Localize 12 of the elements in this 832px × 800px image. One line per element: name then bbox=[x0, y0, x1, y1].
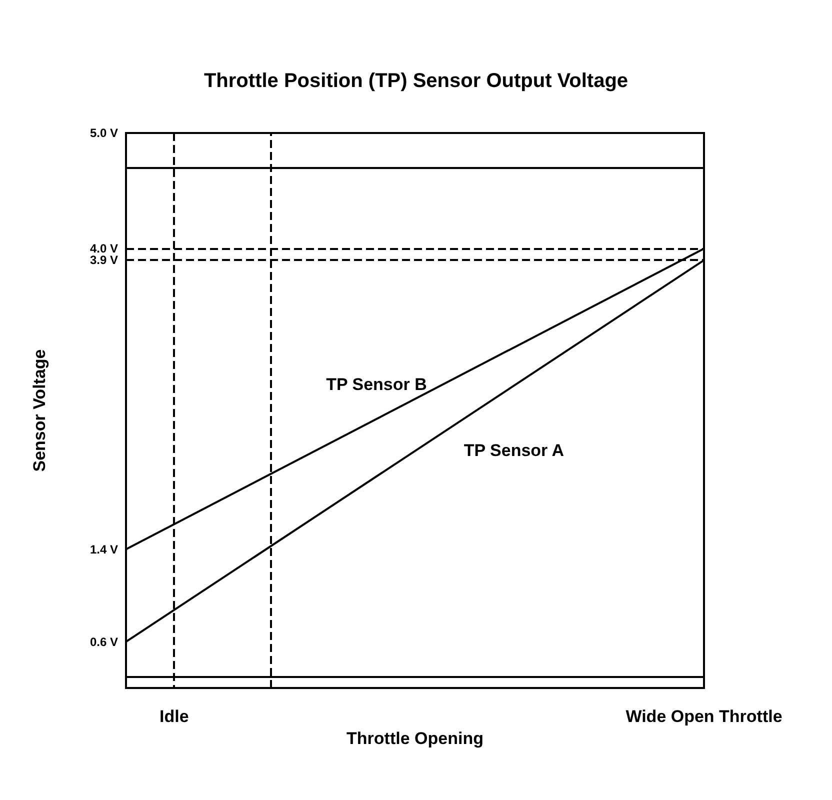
x-tick-label: Idle bbox=[160, 707, 189, 726]
y-tick-label: 4.0 V bbox=[90, 242, 118, 256]
y-tick-label: 3.9 V bbox=[90, 253, 118, 268]
y-tick-label: 0.6 V bbox=[90, 634, 118, 649]
series-label: TP Sensor A bbox=[464, 440, 564, 460]
series-label: TP Sensor B bbox=[326, 374, 427, 394]
y-axis-title: Sensor Voltage bbox=[30, 349, 49, 472]
x-axis-title: Throttle Opening bbox=[346, 729, 484, 748]
x-tick-label: Wide Open Throttle bbox=[626, 707, 782, 726]
chart-title: Throttle Position (TP) Sensor Output Voltage bbox=[204, 70, 628, 92]
y-tick-label: 5.0 V bbox=[90, 126, 118, 140]
y-tick-label: 1.4 V bbox=[90, 542, 118, 556]
